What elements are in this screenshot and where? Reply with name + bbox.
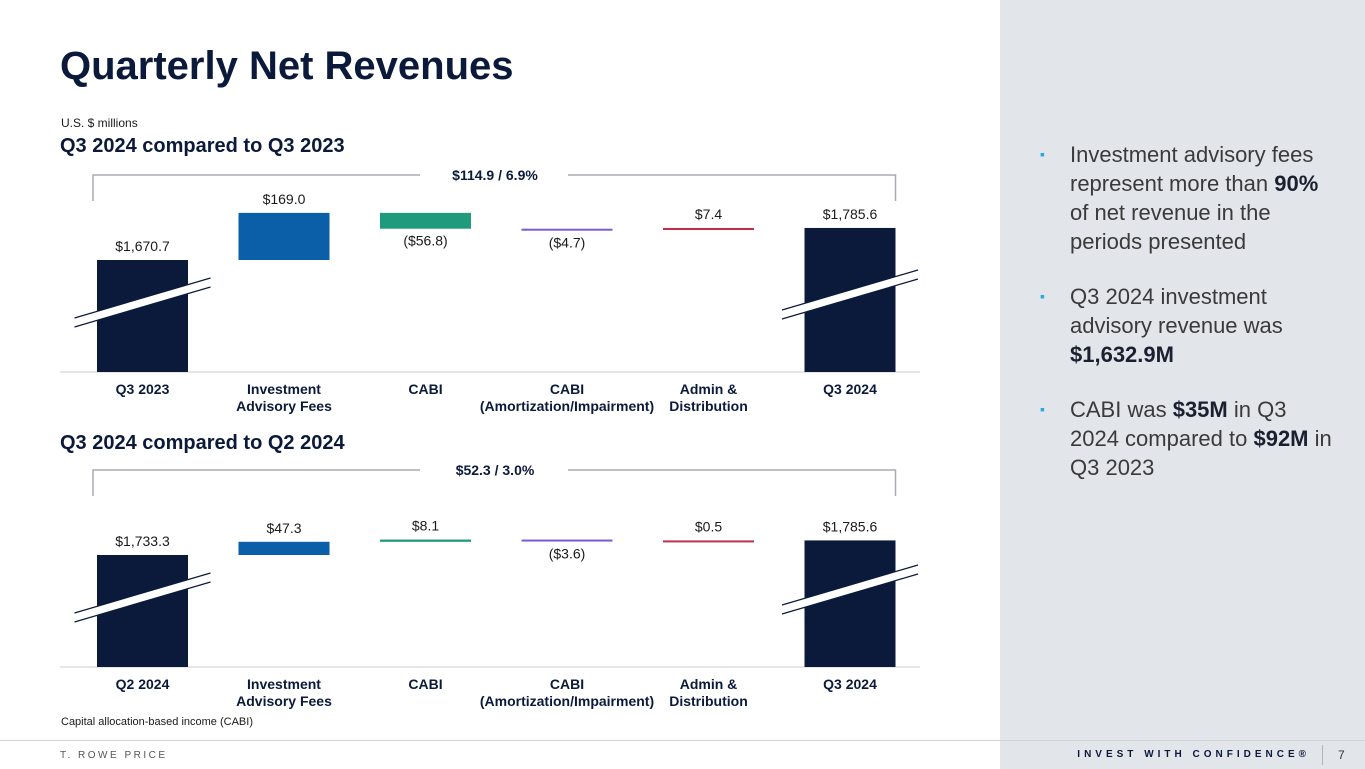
category-label: Admin & Distribution [669,676,748,709]
bracket-label: $114.9 / 6.9% [452,167,538,183]
bar-1 [238,541,330,555]
category-label: CABI [408,676,442,692]
axis-break-line [74,277,211,319]
chart1-title: Q3 2024 compared to Q3 2023 [60,135,345,157]
data-label: $0.5 [695,518,722,534]
data-label: $8.1 [412,518,439,534]
bracket-line-right [568,469,897,496]
bar-4 [663,540,754,543]
category-label: CABI (Amortization/Impairment) [480,381,654,414]
bar-4 [663,227,754,231]
category-label: Q2 2024 [116,676,170,692]
page-number: 7 [1338,748,1345,762]
data-label: ($4.7) [549,235,586,251]
bar-3 [521,539,613,542]
bullet-item: ▪ Q3 2024 investment advisory revenue was… [1040,282,1340,369]
brand-name: T. ROWE PRICE [60,750,168,761]
footnote: Capital allocation-based income (CABI) [61,716,253,728]
bullet-marker-icon: ▪ [1040,288,1045,304]
bar-1 [238,212,330,260]
category-label: Investment Advisory Fees [236,381,332,414]
axis-break-line [781,278,919,320]
page-title: Quarterly Net Revenues [60,44,514,88]
data-label: $7.4 [695,206,722,222]
category-label: Investment Advisory Fees [236,676,332,709]
footer: T. ROWE PRICE INVEST WITH CONFIDENCE® 7 [0,740,1365,769]
bullet-text: CABI was [1070,397,1173,422]
bar-2 [380,212,471,229]
axis-break-line [781,269,919,311]
axis-break-line [74,581,211,623]
category-label: Q3 2024 [823,381,877,397]
chart-q3-2024-vs-q3-2023: $114.9 / 6.9% $1,670.7 $169.0 ($56.8) ($4.7)… [60,167,920,414]
bracket-line-left [92,469,420,496]
axis-break-mark [782,270,918,319]
footer-right-panel [1000,741,1365,769]
bullet-item: ▪ CABI was $35M in Q3 2024 compared to $9… [1040,395,1340,482]
bullet-item: ▪ Investment advisory fees represent more… [1040,140,1340,256]
bar-5 [804,540,896,667]
bullet-text: Investment advisory fees represent more … [1070,142,1314,196]
bullet-marker-icon: ▪ [1040,146,1045,162]
tagline: INVEST WITH CONFIDENCE® [1077,749,1310,760]
bullet-emphasis: $92M [1253,426,1309,451]
data-label: ($3.6) [549,546,586,562]
axis-break-line [74,572,211,614]
page-divider [1322,745,1323,765]
bullet-text: in Q3 2024 compared to [1070,397,1287,451]
axis-break-line [74,286,211,328]
data-label: $47.3 [266,520,301,536]
chart2-title: Q3 2024 compared to Q2 2024 [60,432,345,454]
bracket-label: $52.3 / 3.0% [456,462,535,478]
category-label: Admin & Distribution [669,381,748,414]
bullet-text: in Q3 2023 [1070,426,1332,480]
chart-q3-2024-vs-q2-2024: $52.3 / 3.0% $1,733.3 $47.3 $8.1 ($3.6) $0.5 $… [60,462,920,709]
data-label: $169.0 [263,191,306,207]
axis-break-mark [782,565,918,614]
bar-2 [380,539,471,542]
bullet-text: Q3 2024 investment advisory revenue was [1070,284,1283,338]
axis-break-mark [74,278,211,327]
units-label: U.S. $ millions [61,116,138,130]
right-panel [1000,0,1365,740]
data-label: $1,670.7 [115,238,170,254]
category-label: CABI [408,381,442,397]
axis-break-line [781,564,919,606]
bracket-line-right [568,174,897,201]
bar-3 [521,228,613,231]
bullet-emphasis: 90% [1274,171,1319,196]
bracket-line-left [92,174,420,201]
category-label: CABI (Amortization/Impairment) [480,676,654,709]
axis-break-line [781,573,919,615]
data-label: $1,785.6 [823,518,878,534]
data-label: $1,785.6 [823,206,878,222]
category-label: Q3 2023 [116,381,170,397]
bullet-list: ▪ Investment advisory fees represent more… [1040,140,1340,508]
bullet-emphasis: $1,632.9M [1070,342,1174,367]
bullet-marker-icon: ▪ [1040,401,1045,417]
data-label: $1,733.3 [115,533,170,549]
data-label: ($56.8) [403,233,447,249]
bullet-text: of net revenue in the periods presented [1070,200,1271,254]
category-label: Q3 2024 [823,676,877,692]
axis-break-mark [74,573,211,622]
bullet-emphasis: $35M [1172,397,1228,422]
